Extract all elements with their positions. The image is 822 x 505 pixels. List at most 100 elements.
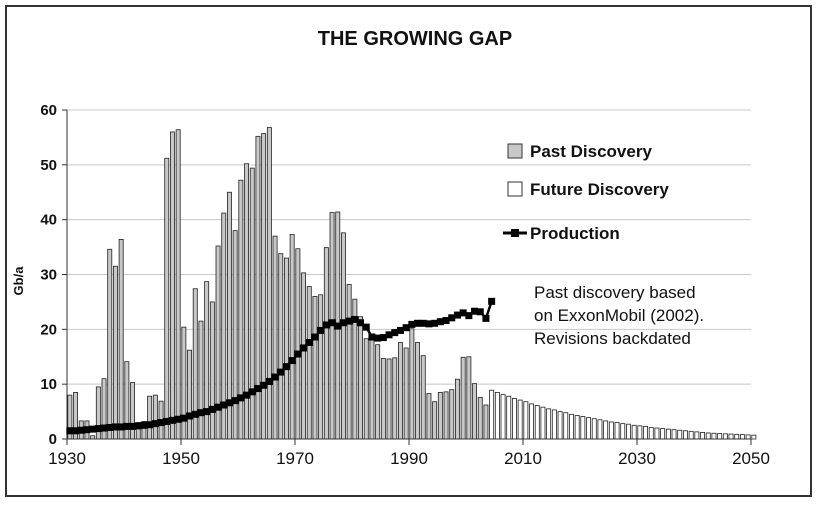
- bar-future-discovery: [591, 418, 597, 440]
- bar-future-discovery: [728, 433, 734, 440]
- bar-future-discovery: [557, 411, 563, 440]
- x-tick-label: 1950: [162, 449, 200, 468]
- bar-past-discovery: [369, 339, 375, 440]
- production-point: [482, 314, 490, 322]
- production-point: [117, 423, 125, 431]
- bar-past-discovery: [295, 248, 301, 440]
- bar-past-discovery: [107, 248, 113, 440]
- bar-past-discovery: [232, 230, 238, 440]
- production-point: [225, 399, 233, 407]
- production-point: [328, 319, 336, 327]
- y-tick-label: 0: [49, 431, 57, 448]
- bar-future-discovery: [717, 433, 723, 440]
- y-axis-label: Gb/a: [11, 266, 26, 296]
- bar-past-discovery: [198, 320, 204, 440]
- production-point: [163, 417, 171, 425]
- x-tick-label: 1990: [390, 449, 428, 468]
- bar-future-discovery: [734, 433, 740, 440]
- production-point: [254, 385, 262, 393]
- production-point: [260, 381, 268, 389]
- y-tick-label: 60: [40, 102, 57, 119]
- bar-past-discovery: [363, 338, 369, 440]
- bar-past-discovery: [443, 391, 449, 440]
- bar-past-discovery: [261, 133, 267, 440]
- bar-future-discovery: [603, 420, 609, 440]
- bar-future-discovery: [654, 427, 660, 440]
- bar-past-discovery: [152, 394, 158, 440]
- production-point: [248, 388, 256, 396]
- production-point: [453, 311, 461, 319]
- bar-past-discovery: [409, 328, 415, 440]
- bar-past-discovery: [249, 167, 255, 440]
- x-tick-label: 2010: [504, 449, 542, 468]
- bar-future-discovery: [671, 429, 677, 440]
- production-point: [408, 320, 416, 328]
- bar-future-discovery: [551, 409, 557, 440]
- bar-future-discovery: [546, 408, 552, 440]
- production-point: [191, 410, 199, 418]
- bar-past-discovery: [301, 272, 307, 440]
- production-point: [111, 423, 119, 431]
- bar-past-discovery: [312, 296, 318, 440]
- bar-past-discovery: [323, 247, 329, 440]
- production-point: [465, 312, 473, 320]
- bar-future-discovery: [586, 417, 592, 440]
- production-point: [334, 322, 342, 330]
- production-point: [459, 309, 467, 317]
- bar-past-discovery: [454, 378, 460, 440]
- bar-future-discovery: [751, 434, 757, 440]
- bar-future-discovery: [682, 430, 688, 440]
- bar-future-discovery: [677, 429, 683, 440]
- bar-future-discovery: [580, 416, 586, 440]
- production-point: [174, 415, 182, 423]
- production-point: [134, 422, 142, 430]
- production-line: [66, 297, 496, 435]
- bar-future-discovery: [700, 432, 706, 440]
- production-point: [300, 344, 308, 352]
- legend-marker-production: [511, 229, 519, 237]
- legend-swatch-past-discovery: [507, 143, 523, 159]
- production-point: [157, 419, 165, 427]
- production-point: [77, 426, 85, 434]
- production-point: [368, 333, 376, 341]
- production-point: [448, 314, 456, 322]
- bar-past-discovery: [358, 316, 364, 440]
- bar-past-discovery: [278, 253, 284, 440]
- production-point: [294, 350, 302, 358]
- bar-past-discovery: [289, 234, 295, 440]
- bar-past-discovery: [460, 356, 466, 440]
- legend-label-future-discovery: Future Discovery: [530, 180, 669, 199]
- bar-past-discovery: [477, 396, 483, 440]
- y-tick-label: 50: [40, 157, 57, 174]
- legend-label-past-discovery: Past Discovery: [530, 142, 652, 161]
- production-point: [180, 414, 188, 422]
- production-point: [476, 308, 484, 316]
- production-point: [214, 403, 222, 411]
- production-point: [106, 423, 114, 431]
- bar-future-discovery: [534, 405, 540, 440]
- production-point: [379, 334, 387, 342]
- production-point: [237, 394, 245, 402]
- production-point: [186, 412, 194, 420]
- bar-past-discovery: [318, 294, 324, 440]
- bar-future-discovery: [563, 412, 569, 440]
- bar-past-discovery: [380, 357, 386, 440]
- chart-frame: THE GROWING GAP Gb/a 0 10 20 30 40 50 60 1930 19…: [5, 5, 812, 497]
- bar-future-discovery: [688, 430, 694, 440]
- chart-title: THE GROWING GAP: [318, 28, 512, 50]
- bar-past-discovery: [255, 135, 261, 440]
- y-tick-label: 40: [40, 212, 57, 229]
- production-point: [391, 329, 399, 337]
- bar-past-discovery: [415, 342, 421, 440]
- bar-future-discovery: [608, 421, 614, 440]
- bar-past-discovery: [118, 239, 124, 440]
- bar-future-discovery: [711, 432, 717, 440]
- production-point: [351, 315, 359, 323]
- bar-future-discovery: [614, 422, 620, 440]
- production-point: [265, 377, 273, 385]
- production-point: [436, 318, 444, 326]
- bar-past-discovery: [266, 127, 272, 440]
- production-point: [396, 326, 404, 334]
- annotation: Past discovery based on ExxonMobil (2002…: [534, 283, 704, 348]
